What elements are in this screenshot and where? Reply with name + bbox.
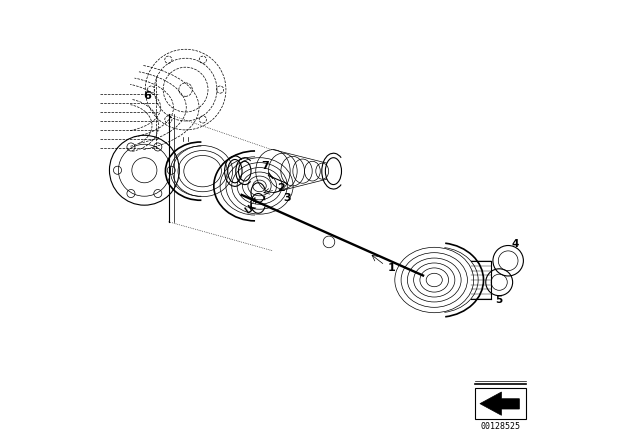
Polygon shape [480,392,520,415]
Text: 4: 4 [511,239,518,249]
Text: 00128525: 00128525 [481,422,520,431]
Bar [475,388,526,419]
Text: 1: 1 [388,263,396,273]
Text: 3: 3 [284,193,291,203]
Text: 2: 2 [278,183,285,193]
Text: 6: 6 [143,91,152,101]
Text: 5: 5 [495,295,503,305]
Text: 7: 7 [261,161,269,171]
Text: LK: LK [243,201,258,215]
